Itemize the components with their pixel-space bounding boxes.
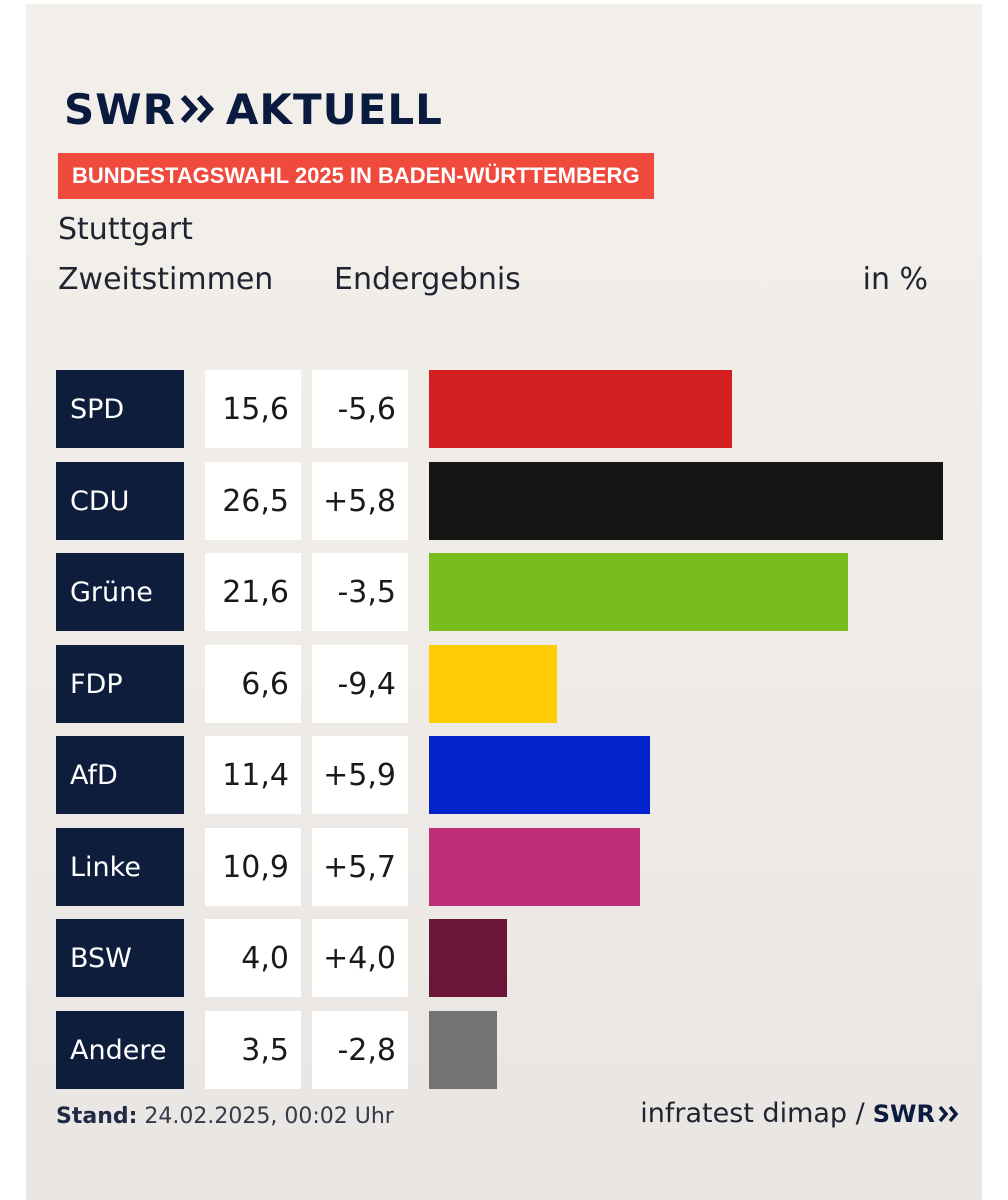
party-label: AfD (56, 736, 184, 814)
stand-label: Stand: (56, 1104, 138, 1129)
value-label: 4,0 (205, 919, 301, 997)
swr-aktuell-logo: SWR AKTUELL (64, 84, 443, 134)
chart-row: Andere 3,5 -2,8 (56, 1011, 976, 1089)
value-label: 15,6 (205, 370, 301, 448)
change-label: +5,7 (312, 828, 408, 906)
change-label: -3,5 (312, 553, 408, 631)
chart-card: SWR AKTUELL BUNDESTAGSWAHL 2025 IN BADEN… (26, 4, 982, 1200)
value-label: 3,5 (205, 1011, 301, 1089)
change-label: +5,9 (312, 736, 408, 814)
chart-row: FDP 6,6 -9,4 (56, 645, 976, 723)
source-text: infratest dimap / (640, 1098, 865, 1129)
double-chevron-icon (938, 1105, 959, 1122)
value-label: 6,6 (205, 645, 301, 723)
bar (429, 462, 943, 540)
bar (429, 919, 507, 997)
party-label: SPD (56, 370, 184, 448)
bar (429, 1011, 497, 1089)
change-label: -5,6 (312, 370, 408, 448)
change-label: -2,8 (312, 1011, 408, 1089)
bar (429, 645, 557, 723)
party-label: FDP (56, 645, 184, 723)
bar (429, 553, 848, 631)
place-title: Stuttgart (58, 212, 193, 247)
party-label: Andere (56, 1011, 184, 1089)
bar (429, 736, 650, 814)
chart-row: Grüne 21,6 -3,5 (56, 553, 976, 631)
value-label: 26,5 (205, 462, 301, 540)
change-label: +4,0 (312, 919, 408, 997)
footer-stand: Stand: 24.02.2025, 00:02 Uhr (56, 1104, 394, 1129)
swr-mini-logo: SWR (873, 1100, 960, 1128)
footer-source: infratest dimap / SWR (640, 1098, 960, 1129)
stand-value: 24.02.2025, 00:02 Uhr (137, 1104, 394, 1129)
logo-aktuell-text: AKTUELL (225, 84, 443, 134)
unit-label: in % (862, 262, 928, 297)
value-label: 21,6 (205, 553, 301, 631)
election-banner: BUNDESTAGSWAHL 2025 IN BADEN-WÜRTTEMBERG (58, 153, 654, 199)
party-label: Linke (56, 828, 184, 906)
bar (429, 828, 640, 906)
chart-row: Linke 10,9 +5,7 (56, 828, 976, 906)
mini-logo-text: SWR (872, 1099, 935, 1128)
value-label: 10,9 (205, 828, 301, 906)
subhead-vote-type: Zweitstimmen (58, 262, 274, 297)
party-label: BSW (56, 919, 184, 997)
logo-swr-text: SWR (64, 84, 176, 134)
change-label: +5,8 (312, 462, 408, 540)
change-label: -9,4 (312, 645, 408, 723)
subhead-result-status: Endergebnis (334, 262, 521, 297)
chart-row: CDU 26,5 +5,8 (56, 462, 976, 540)
bar (429, 370, 732, 448)
chart-row: AfD 11,4 +5,9 (56, 736, 976, 814)
party-label: CDU (56, 462, 184, 540)
double-chevron-icon (180, 94, 214, 124)
chart-row: BSW 4,0 +4,0 (56, 919, 976, 997)
value-label: 11,4 (205, 736, 301, 814)
party-label: Grüne (56, 553, 184, 631)
chart-row: SPD 15,6 -5,6 (56, 370, 976, 448)
